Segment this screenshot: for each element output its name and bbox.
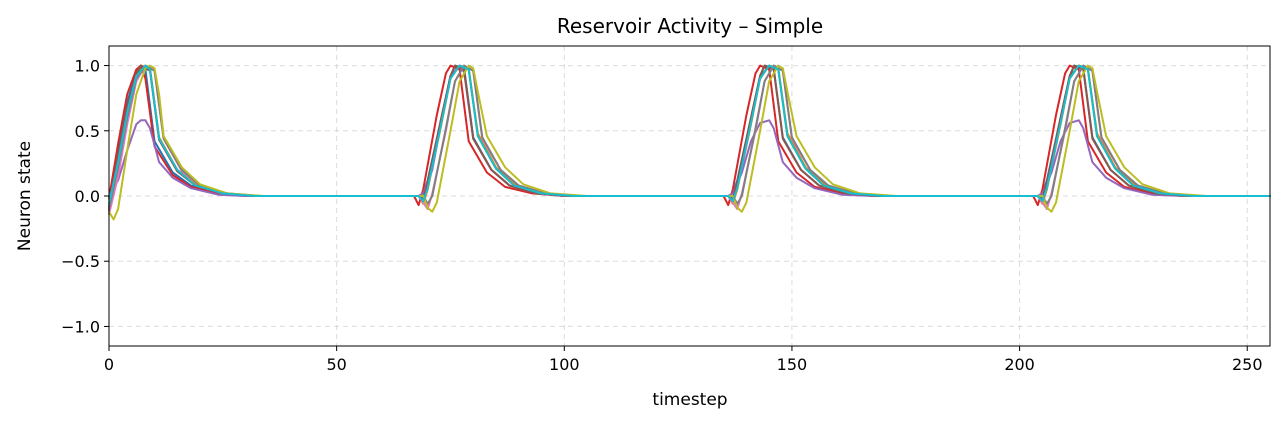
series-line-9 bbox=[108, 64, 1271, 221]
y-axis-label: Neuron state bbox=[15, 141, 35, 251]
x-tick-label: 150 bbox=[777, 355, 808, 374]
x-axis-ticks: 0 50 100 150 200 250 bbox=[104, 346, 1263, 374]
chart-title: Reservoir Activity – Simple bbox=[557, 14, 823, 38]
x-tick-label: 250 bbox=[1232, 355, 1263, 374]
x-tick-label: 100 bbox=[549, 355, 580, 374]
y-tick-label: 0.0 bbox=[75, 187, 100, 206]
y-tick-label: −0.5 bbox=[61, 252, 100, 271]
y-tick-label: −1.0 bbox=[61, 317, 100, 336]
x-axis-label: timestep bbox=[652, 390, 727, 410]
y-tick-label: 1.0 bbox=[75, 57, 100, 76]
x-tick-label: 0 bbox=[104, 355, 114, 374]
x-tick-label: 50 bbox=[326, 355, 346, 374]
y-tick-label: 0.5 bbox=[75, 122, 100, 141]
x-tick-label: 200 bbox=[1004, 355, 1035, 374]
series-line-10 bbox=[108, 64, 1271, 205]
series-group bbox=[108, 64, 1271, 221]
series-line-4 bbox=[108, 64, 1271, 207]
y-axis-ticks: −1.0 −0.5 0.0 0.5 1.0 bbox=[61, 57, 109, 336]
